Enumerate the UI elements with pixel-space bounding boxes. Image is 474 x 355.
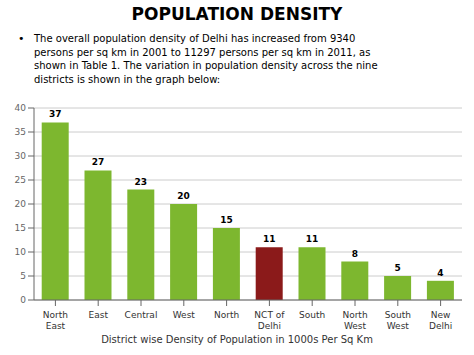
svg-text:35: 35 [15,127,26,137]
svg-text:15: 15 [220,215,233,225]
svg-text:NCT ofDelhi: NCT ofDelhi [254,310,285,330]
svg-text:Central: Central [125,310,158,320]
svg-text:0: 0 [20,295,26,305]
svg-text:20: 20 [15,199,27,209]
svg-text:20: 20 [177,191,190,201]
svg-text:11: 11 [263,234,276,244]
svg-text:West: West [173,310,196,320]
svg-text:23: 23 [135,177,148,187]
svg-text:NorthEast: NorthEast [43,310,68,330]
svg-text:East: East [88,310,108,320]
html-text:The overall population density: The overall population density of Delhi … [34,33,378,85]
svg-text:40: 40 [15,103,27,113]
svg-text:8: 8 [352,249,358,259]
svg-text:NewDelhi: NewDelhi [429,310,452,330]
svg-text:4: 4 [437,268,443,278]
svg-text:30: 30 [15,151,27,161]
svg-text:SouthWest: SouthWest [385,310,411,330]
svg-text:25: 25 [15,175,26,185]
svg-text:27: 27 [92,157,105,167]
svg-text:15: 15 [15,223,26,233]
svg-text:5: 5 [20,271,26,281]
svg-text:11: 11 [306,234,319,244]
svg-text:North: North [214,310,239,320]
html-text:POPULATION DENSITY: POPULATION DENSITY [131,4,343,24]
svg-text:South: South [299,310,325,320]
svg-text:5: 5 [394,263,400,273]
svg-text:37: 37 [49,109,62,119]
svg-text:10: 10 [15,247,27,257]
html-text:District wise Density of Popul: District wise Density of Population in 1… [101,334,373,345]
svg-text:NorthWest: NorthWest [342,310,367,330]
